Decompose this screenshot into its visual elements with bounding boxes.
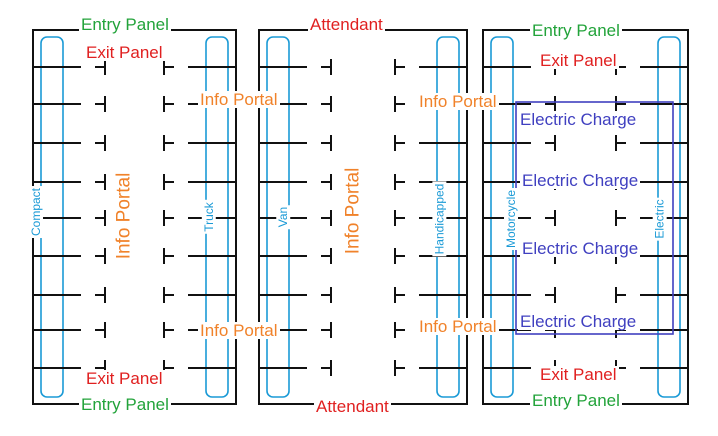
lane-compact: Compact <box>29 185 44 239</box>
info-portal-2: Info Portal <box>417 92 499 111</box>
entry-panel-right-bottom: Entry Panel <box>530 391 622 410</box>
electric-charge-4: Electric Charge <box>518 312 639 331</box>
exit-panel-left-top: Exit Panel <box>84 43 165 62</box>
attendant-bottom: Attendant <box>314 397 391 416</box>
entry-panel-right-top: Entry Panel <box>530 21 622 40</box>
electric-charge-1: Electric Charge <box>518 110 639 129</box>
entry-panel-left-top: Entry Panel <box>79 15 171 34</box>
attendant-top: Attendant <box>308 15 385 34</box>
lane-van: Van <box>276 204 291 230</box>
exit-panel-right-bottom: Exit Panel <box>538 365 619 384</box>
exit-panel-right-top: Exit Panel <box>538 51 619 70</box>
info-portal-vertical-1: Info Portal <box>113 169 136 263</box>
lane-motorcycle: Motorcycle <box>504 187 519 251</box>
info-portal-3: Info Portal <box>198 321 280 340</box>
electric-charge-3: Electric Charge <box>520 239 641 258</box>
entry-panel-left-bottom: Entry Panel <box>79 395 171 414</box>
info-portal-vertical-2: Info Portal <box>342 164 365 258</box>
lane-handicapped: Handicapped <box>432 181 447 257</box>
lane-truck: Truck <box>201 200 216 234</box>
info-portal-4: Info Portal <box>417 317 499 336</box>
electric-charge-2: Electric Charge <box>520 171 641 190</box>
info-portal-1: Info Portal <box>198 90 280 109</box>
exit-panel-left-bottom: Exit Panel <box>84 369 165 388</box>
lane-electric: Electric <box>652 197 667 241</box>
